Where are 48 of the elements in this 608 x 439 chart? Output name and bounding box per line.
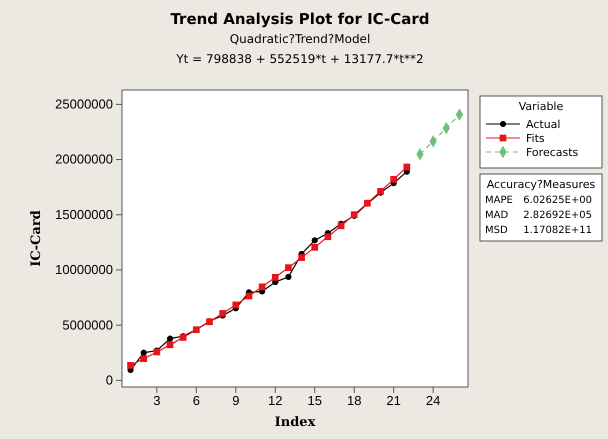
chart-subtitle: Quadratic?Trend?Model — [230, 32, 370, 46]
point — [390, 176, 398, 183]
x-tick-label: 18 — [346, 393, 362, 408]
x-tick-label: 9 — [232, 393, 240, 408]
legend-label: Fits — [526, 132, 545, 145]
x-tick-label: 6 — [192, 393, 200, 408]
point — [324, 233, 332, 240]
point — [272, 274, 279, 281]
x-tick-label: 21 — [386, 393, 401, 408]
legend-title: Variable — [518, 100, 564, 113]
x-axis-title: Index — [274, 415, 316, 430]
text: MSD — [485, 225, 508, 236]
point — [127, 362, 134, 369]
point — [140, 350, 147, 356]
y-tick-label: 10000000 — [55, 262, 113, 278]
point — [232, 302, 240, 308]
point — [166, 336, 174, 342]
y-tick-label: 15000000 — [55, 206, 113, 222]
point — [298, 254, 305, 261]
point — [311, 244, 318, 251]
point — [338, 222, 344, 230]
legend-label: Forecasts — [526, 146, 579, 159]
point — [140, 355, 148, 362]
point — [166, 341, 174, 348]
point — [246, 292, 252, 300]
x-tick-label: 15 — [308, 393, 322, 408]
x-tick-label: 24 — [426, 393, 440, 408]
text: Yt = 798838 + 552519*t + 13177.7*t**2 — [175, 52, 424, 66]
text: 1.17082E+11 — [523, 225, 592, 236]
legend-label: Actual — [526, 118, 560, 131]
point — [312, 237, 318, 244]
y-tick-label: 20000000 — [55, 152, 113, 167]
chart-title: Trend Analysis Plot for IC-Card — [170, 10, 430, 28]
text: Accuracy?Measures — [486, 178, 596, 191]
point — [285, 264, 292, 271]
text: MAPE — [485, 195, 513, 206]
text: MAD — [485, 210, 508, 221]
point — [285, 274, 292, 280]
x-tick-label: 3 — [153, 393, 160, 408]
point — [403, 164, 410, 170]
y-axis-title: IC-Card — [29, 210, 44, 267]
x-tick-label: 12 — [268, 393, 282, 408]
y-tick-label: 25000000 — [55, 96, 113, 112]
point — [258, 284, 266, 290]
y-tick-label: 0 — [106, 372, 113, 388]
text: 6.02625E+00 — [523, 195, 592, 206]
text: 2.82692E+05 — [523, 210, 592, 221]
y-tick-label: 5000000 — [62, 317, 113, 332]
